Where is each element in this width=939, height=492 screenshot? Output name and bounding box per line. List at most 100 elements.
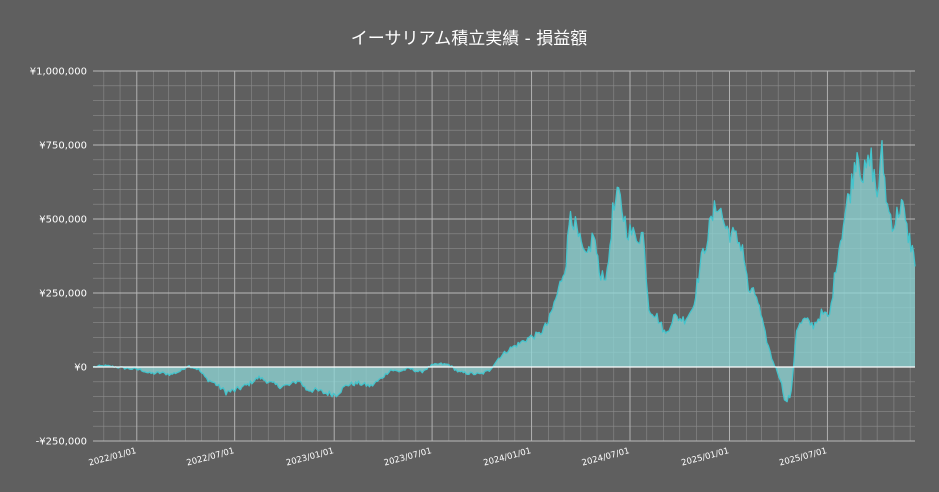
data-point: [742, 245, 743, 246]
data-point: [791, 393, 792, 394]
data-point: [498, 358, 499, 359]
data-point: [187, 365, 188, 366]
data-point: [642, 233, 643, 234]
data-point: [234, 390, 235, 391]
x-tick-label: 2022/01/01: [88, 446, 138, 468]
y-tick-label: ¥0: [74, 363, 87, 374]
data-point: [763, 328, 764, 329]
data-point: [399, 371, 400, 372]
y-tick-label: ¥1,000,000: [30, 67, 87, 78]
data-point: [734, 236, 735, 237]
data-point: [127, 368, 128, 369]
data-point: [785, 402, 786, 403]
x-tick-label: 2023/01/01: [285, 446, 335, 468]
data-point: [289, 385, 290, 386]
minor-grid: [93, 71, 915, 441]
data-point: [709, 227, 710, 228]
x-tick-label: 2022/07/01: [186, 446, 236, 468]
data-point: [771, 358, 772, 359]
data-point: [887, 207, 888, 208]
data-point: [576, 233, 577, 234]
data-point: [470, 373, 471, 374]
data-point: [170, 374, 171, 375]
series-area: [93, 140, 915, 402]
data-point: [268, 381, 269, 382]
data-point: [570, 207, 571, 208]
data-point: [149, 373, 150, 374]
data-point: [684, 319, 685, 320]
data-point: [901, 201, 902, 202]
series-layer: [92, 140, 916, 403]
data-point: [618, 195, 619, 196]
data-point: [448, 364, 449, 365]
data-point: [829, 316, 830, 317]
data-point: [599, 272, 600, 273]
data-point: [626, 227, 627, 228]
data-point: [914, 266, 915, 267]
data-point: [548, 322, 549, 323]
data-point: [857, 147, 858, 148]
data-point: [593, 233, 594, 234]
data-point: [821, 313, 822, 314]
data-point: [607, 275, 608, 276]
data-point: [813, 325, 814, 326]
data-point: [634, 236, 635, 237]
y-tick-label: -¥250,000: [36, 437, 87, 448]
data-point: [420, 372, 421, 373]
data-point: [612, 213, 613, 214]
data-point: [539, 334, 540, 335]
data-point: [489, 370, 490, 371]
data-point: [863, 177, 864, 178]
data-point: [906, 230, 907, 231]
data-point: [206, 378, 207, 379]
data-point: [701, 260, 702, 261]
data-point: [347, 384, 348, 385]
x-tick-label: 2025/01/01: [680, 446, 730, 468]
data-point: [837, 254, 838, 255]
data-point: [648, 307, 649, 308]
y-tick-label: ¥250,000: [39, 289, 87, 300]
x-axis: 2022/01/01 2022/07/01 2023/01/01 2023/07/01…: [88, 446, 829, 468]
data-point: [103, 365, 104, 366]
y-tick-label: ¥500,000: [39, 215, 87, 226]
data-point: [558, 289, 559, 290]
data-point: [912, 248, 913, 249]
data-point: [380, 378, 381, 379]
data-point: [519, 343, 520, 344]
data-point: [409, 368, 410, 369]
data-point: [258, 377, 259, 378]
data-point: [748, 289, 749, 290]
data-point: [893, 224, 894, 225]
data-point: [247, 384, 248, 385]
y-axis: ¥1,000,000 ¥750,000 ¥500,000 ¥250,000 ¥0 -¥25…: [30, 67, 87, 448]
data-point: [298, 380, 299, 381]
y-tick-label: ¥750,000: [39, 141, 87, 152]
data-point: [656, 316, 657, 317]
data-point: [225, 392, 226, 393]
data-point: [585, 260, 586, 261]
data-point: [431, 365, 432, 366]
data-point: [796, 328, 797, 329]
data-point: [780, 378, 781, 379]
data-point: [439, 363, 440, 364]
data-point: [881, 153, 882, 154]
data-point: [846, 207, 847, 208]
x-tick-label: 2023/07/01: [383, 446, 433, 468]
data-point: [358, 383, 359, 384]
data-point: [566, 260, 567, 261]
data-point: [877, 195, 878, 196]
data-point: [336, 394, 337, 395]
data-point: [851, 183, 852, 184]
data-point: [370, 386, 371, 387]
chart-title: イーサリアム積立実績 - 損益額: [351, 29, 587, 49]
data-point: [529, 337, 530, 338]
data-point: [508, 349, 509, 350]
data-point: [480, 374, 481, 375]
data-point: [692, 307, 693, 308]
data-point: [278, 386, 279, 387]
data-point: [756, 295, 757, 296]
data-point: [181, 370, 182, 371]
data-point: [871, 159, 872, 160]
data-point: [316, 390, 317, 391]
